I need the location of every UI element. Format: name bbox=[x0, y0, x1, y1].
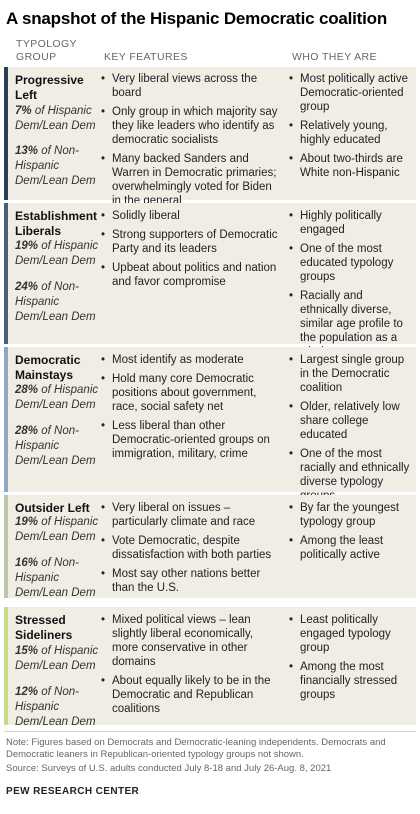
list-item: Largest single group in the Democratic c… bbox=[289, 353, 413, 395]
hispanic-share: 28% of Hispanic Dem/Lean Dem bbox=[15, 384, 99, 411]
color-bar bbox=[4, 203, 8, 344]
list-item: Vote Democratic, despite dissatisfaction… bbox=[101, 534, 281, 562]
color-bar bbox=[4, 495, 8, 598]
who-they-are-list: Least politically engaged typology group… bbox=[289, 613, 413, 707]
nonhispanic-share: 28% of Non-Hispanic Dem/Lean Dem bbox=[15, 425, 96, 467]
list-item: Mixed political views – lean slightly li… bbox=[101, 613, 281, 669]
hispanic-share: 19% of Hispanic Dem/Lean Dem bbox=[15, 240, 99, 267]
row-establishment-liberals: Establishment Liberals 19% of Hispanic D… bbox=[4, 203, 416, 358]
row-stressed-sideliners: Stressed Sideliners 15% of Hispanic Dem/… bbox=[4, 607, 416, 728]
header-typology-group: TYPOLOGY GROUP bbox=[16, 38, 77, 63]
key-features-list: Very liberal views across the board Only… bbox=[101, 72, 281, 213]
color-bar bbox=[4, 347, 8, 492]
list-item: Among the least politically active bbox=[289, 534, 413, 562]
list-item: Among the most financially stressed grou… bbox=[289, 660, 413, 702]
list-item: Very liberal on issues – particularly cl… bbox=[101, 501, 281, 529]
key-features-list: Most identify as moderate Hold many core… bbox=[101, 353, 281, 466]
list-item: By far the youngest typology group bbox=[289, 501, 413, 529]
row-progressive-left: Progressive Left 7% of Hispanic Dem/Lean… bbox=[4, 67, 416, 207]
nonhispanic-share: 16% of Non-Hispanic Dem/Lean Dem bbox=[15, 557, 96, 599]
nonhispanic-share: 13% of Non-Hispanic Dem/Lean Dem bbox=[15, 145, 96, 187]
group-name: Outsider Left bbox=[15, 501, 90, 515]
color-bar bbox=[4, 67, 8, 200]
list-item: Very liberal views across the board bbox=[101, 72, 281, 100]
row-democratic-mainstays: Democratic Mainstays 28% of Hispanic Dem… bbox=[4, 347, 416, 502]
source-line: Source: Surveys of U.S. adults conducted… bbox=[6, 763, 332, 774]
group-name: Progressive Left bbox=[15, 73, 84, 102]
list-item: Most politically active Democratic-orien… bbox=[289, 72, 413, 114]
divider bbox=[4, 731, 416, 732]
publisher-logo-text: PEW RESEARCH CENTER bbox=[6, 786, 140, 797]
who-they-are-list: By far the youngest typology group Among… bbox=[289, 501, 413, 567]
group-name: Stressed Sideliners bbox=[15, 613, 73, 642]
footnote: Note: Figures based on Democrats and Dem… bbox=[6, 737, 386, 760]
who-they-are-list: Highly politically engaged One of the mo… bbox=[289, 209, 413, 364]
list-item: Hold many core Democratic positions abou… bbox=[101, 372, 281, 414]
list-item: Most say other nations better than the U… bbox=[101, 567, 281, 595]
list-item: Many backed Sanders and Warren in Democr… bbox=[101, 152, 281, 208]
group-name: Establishment Liberals bbox=[15, 209, 98, 238]
list-item: Relatively young, highly educated bbox=[289, 119, 413, 147]
list-item: About equally likely to be in the Democr… bbox=[101, 674, 281, 716]
list-item: Least politically engaged typology group bbox=[289, 613, 413, 655]
hispanic-share: 7% of Hispanic Dem/Lean Dem bbox=[15, 105, 96, 132]
list-item: One of the most educated typology groups bbox=[289, 242, 413, 284]
key-features-list: Very liberal on issues – particularly cl… bbox=[101, 501, 281, 600]
key-features-list: Solidly liberal Strong supporters of Dem… bbox=[101, 209, 281, 294]
hispanic-share: 15% of Hispanic Dem/Lean Dem bbox=[15, 645, 99, 672]
group-name: Democratic Mainstays bbox=[15, 353, 81, 382]
page-title: A snapshot of the Hispanic Democratic co… bbox=[6, 9, 388, 28]
list-item: Older, relatively low share college educ… bbox=[289, 400, 413, 442]
list-item: Most identify as moderate bbox=[101, 353, 281, 367]
list-item: Racially and ethnically diverse, similar… bbox=[289, 289, 413, 359]
list-item: About two-thirds are White non-Hispanic bbox=[289, 152, 413, 180]
list-item: Highly politically engaged bbox=[289, 209, 413, 237]
hispanic-share: 19% of Hispanic Dem/Lean Dem bbox=[15, 516, 99, 543]
list-item: One of the most racially and ethnically … bbox=[289, 447, 413, 503]
header-key-features: KEY FEATURES bbox=[104, 51, 188, 63]
list-item: Solidly liberal bbox=[101, 209, 281, 223]
key-features-list: Mixed political views – lean slightly li… bbox=[101, 613, 281, 721]
who-they-are-list: Most politically active Democratic-orien… bbox=[289, 72, 413, 185]
color-bar bbox=[4, 607, 8, 725]
list-item: Upbeat about politics and nation and fav… bbox=[101, 261, 281, 289]
list-item: Strong supporters of Democratic Party an… bbox=[101, 228, 281, 256]
list-item: Less liberal than other Democratic-orien… bbox=[101, 419, 281, 461]
who-they-are-list: Largest single group in the Democratic c… bbox=[289, 353, 413, 508]
nonhispanic-share: 12% of Non-Hispanic Dem/Lean Dem bbox=[15, 686, 96, 728]
header-who-they-are: WHO THEY ARE bbox=[292, 51, 377, 63]
row-outsider-left: Outsider Left 19% of Hispanic Dem/Lean D… bbox=[4, 495, 416, 600]
nonhispanic-share: 24% of Non-Hispanic Dem/Lean Dem bbox=[15, 281, 96, 323]
list-item: Only group in which majority say they li… bbox=[101, 105, 281, 147]
